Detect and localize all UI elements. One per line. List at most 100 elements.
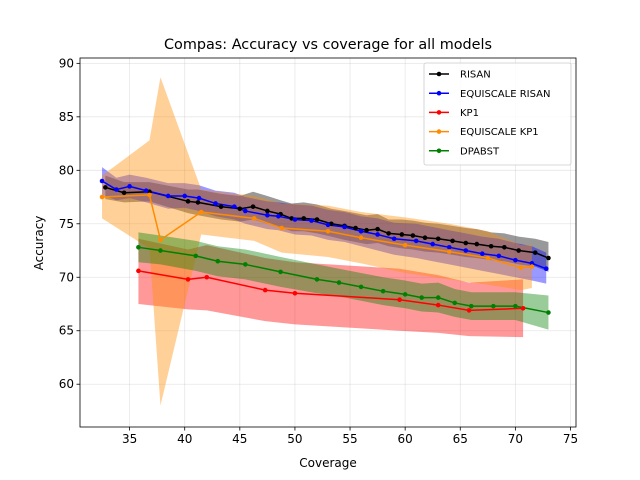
risan-point [301,216,307,221]
risan-point [422,235,428,240]
risan-point [250,204,256,209]
x-tick-label: 40 [177,432,192,446]
kp1-point [204,274,210,280]
kp1-point [466,308,472,313]
y-axis-label: Accuracy [32,216,46,271]
risan-point [488,243,494,249]
x-tick-label: 70 [508,432,523,446]
dpabst-point [468,303,474,309]
x-tick-label: 65 [453,432,468,446]
equiscale-risan-point [309,218,314,223]
dpabst-point [513,303,518,309]
equiscale-risan-point [232,204,237,209]
dpabst-point [546,310,551,315]
x-tick-label: 50 [287,432,302,446]
risan-point [375,226,380,232]
equiscale-kp1-point [446,249,452,254]
equiscale-risan-point [358,228,364,234]
equiscale-risan-point [114,187,119,192]
equiscale-kp1-point [147,192,152,198]
equiscale-kp1-point [99,194,105,200]
risan-point [463,240,469,246]
dpabst-point [215,258,221,264]
equiscale-risan-point [276,214,281,219]
x-axis-ticks: 35 40 45 50 55 60 65 70 75 [122,427,578,446]
equiscale-risan-point [325,222,331,228]
risan-point [435,236,441,242]
risan-point [474,241,480,247]
equiscale-risan-point [375,232,380,237]
dpabst-point [452,300,458,306]
equiscale-kp1-point [325,228,331,234]
risan-point [218,204,224,209]
plot-frame [79,57,577,428]
equiscale-risan-point [413,238,419,244]
risan-legend-label: RISAN [460,70,491,81]
risan-point [353,225,358,231]
equiscale-kp1-point [402,242,408,248]
equiscale-kp1-point [518,265,524,270]
risan-point [237,206,243,212]
risan-point [103,185,108,190]
risan-point [546,255,551,261]
equiscale-risan-point [463,248,469,253]
kp1-point [136,268,141,274]
equiscale-risan-point [265,212,270,218]
series-points [99,178,551,315]
dpabst-band [138,232,549,330]
equiscale-kp1-point [279,225,285,231]
equiscale-risan-point [243,208,248,214]
kp1-legend-label: KP1 [460,108,479,119]
equiscale-risan-line [101,180,547,270]
equiscale-risan-point [391,236,397,242]
y-tick-label: 60 [59,377,74,391]
chart-title: Compas: Accuracy vs coverage for all mod… [164,37,492,53]
equiscale-risan-point [182,193,188,199]
equiscale-kp1-point [158,237,163,243]
x-tick-label: 75 [563,432,578,446]
risan-point [265,208,270,214]
y-tick-label: 85 [59,110,74,124]
risan-point [314,217,320,222]
equiscale-risan-point [213,201,218,206]
y-tick-label: 80 [59,163,74,177]
equiscale-risan-point [446,245,452,250]
equiscale-risan-band [102,167,547,284]
x-tick-label: 60 [398,432,413,446]
equiscale-risan-point [143,188,149,193]
dpabst-point [243,262,248,267]
risan-point [410,233,416,238]
equiscale-risan-legend-marker [436,90,442,96]
equiscale-risan-point [292,217,298,222]
equiscale-kp1-point [485,255,491,261]
risan-legend-marker [436,71,442,77]
kp1-point [185,277,191,282]
y-tick-label: 75 [59,217,74,231]
legend: RISAN EQUISCALE RISAN KP1 EQUISCALE KP1 DPAB… [423,62,572,166]
equiscale-kp1-band [102,77,532,406]
equiscale-kp1-legend-label: EQUISCALE KP1 [460,127,539,138]
risan-point [450,238,455,244]
equiscale-kp1-point [358,235,364,240]
equiscale-risan-point [165,193,171,199]
equiscale-risan-point [127,184,132,189]
dpabst-legend-label: DPABST [460,146,500,157]
kp1-point [262,287,268,293]
equiscale-risan-point [513,257,518,263]
risan-point [195,200,201,205]
dpabst-point [314,277,320,282]
equiscale-kp1-legend-marker [436,129,442,134]
kp1-point [292,291,298,296]
dpabst-point [336,280,342,285]
risan-point [121,190,127,196]
equiscale-risan-point [496,253,502,259]
y-tick-label: 70 [59,270,74,284]
equiscale-kp1-point [529,264,535,269]
risan-point [386,231,391,236]
equiscale-kp1-point [198,209,204,215]
risan-point [532,250,538,255]
equiscale-risan-point [342,224,347,230]
equiscale-risan-point [430,241,436,247]
equiscale-risan-point [543,266,549,272]
